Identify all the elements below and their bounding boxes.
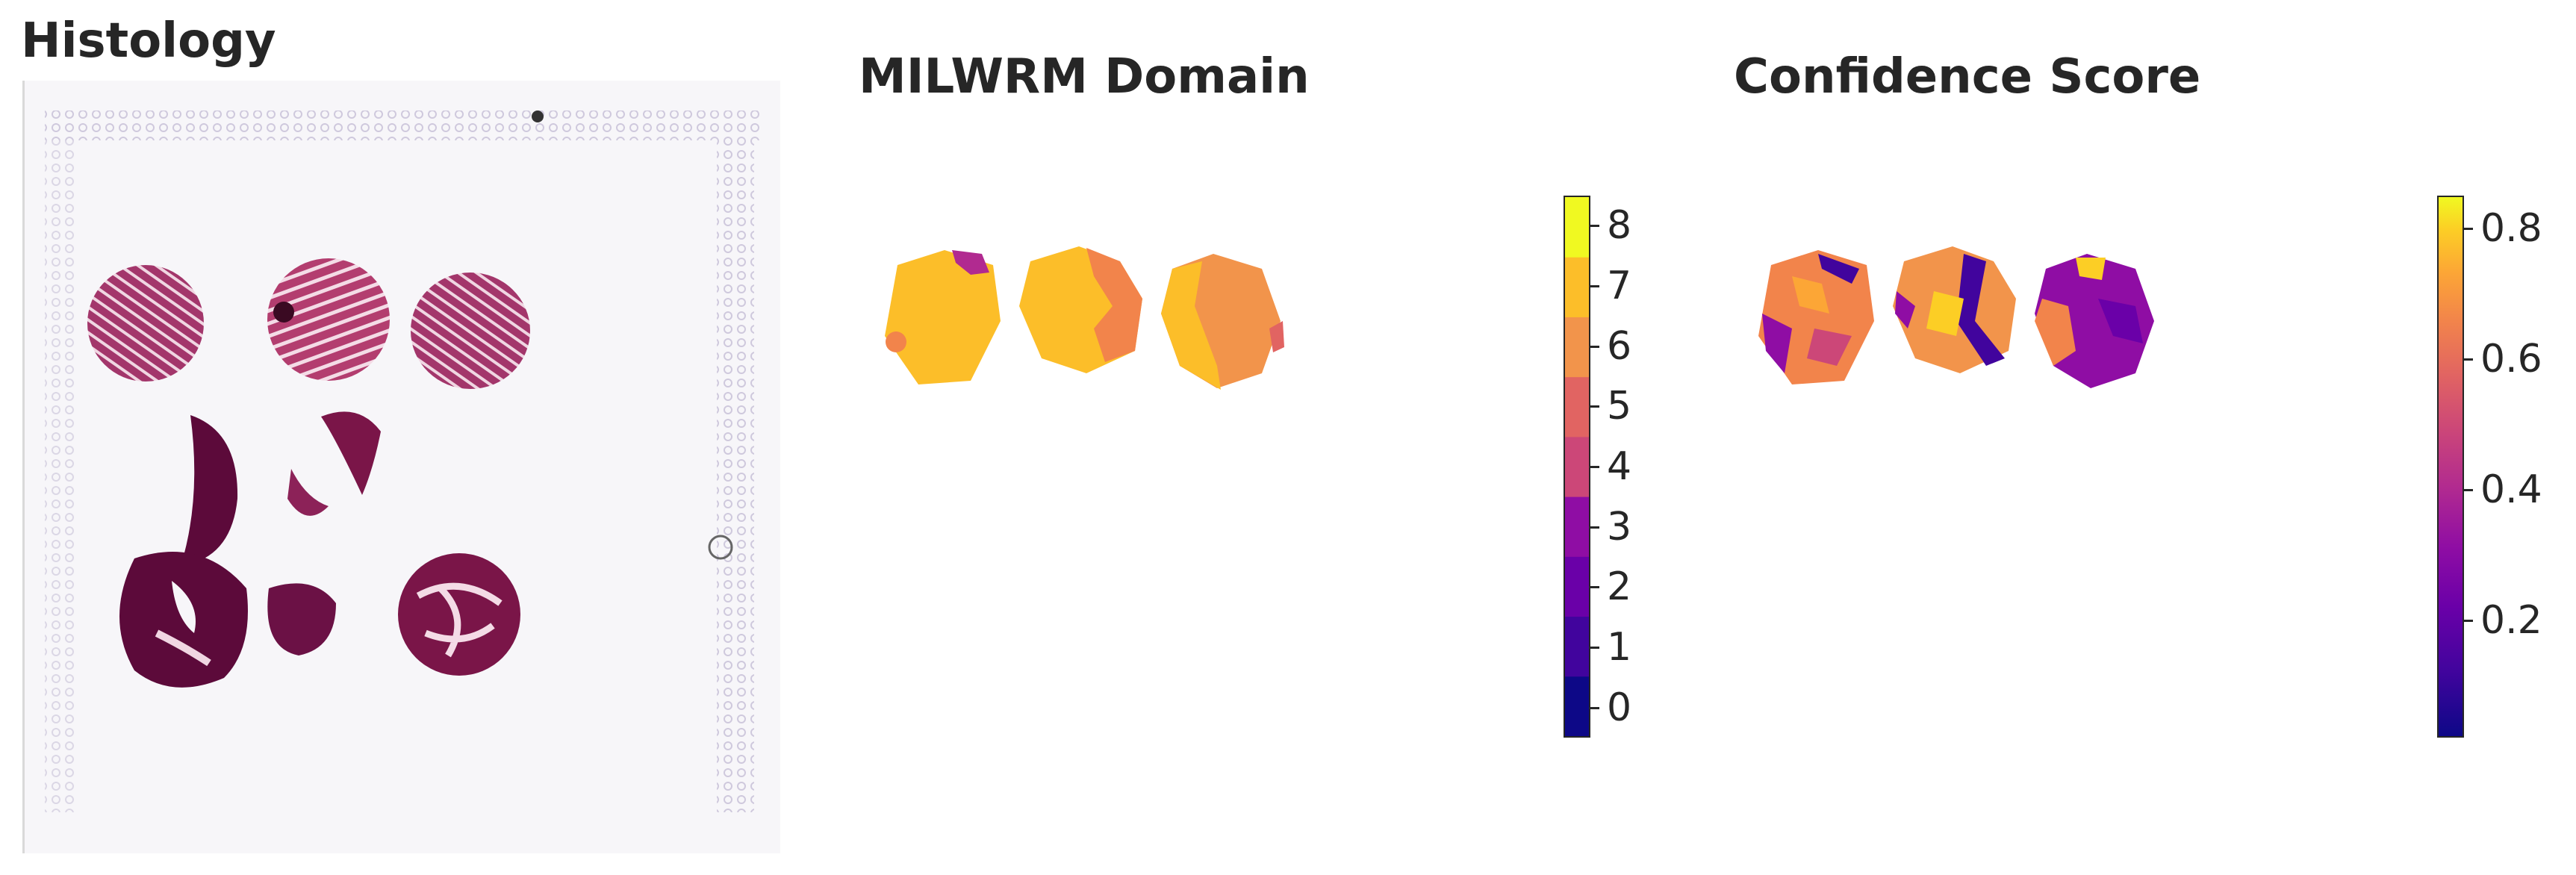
tissue-spots-2 [1893, 246, 2016, 373]
colorbar-tick-label: 0.2 [2480, 597, 2542, 643]
tissue-spots-1 [1758, 250, 1874, 384]
colorbar-tick-mark [1590, 405, 1599, 408]
colorbar-tick-label: 5 [1607, 384, 1632, 429]
confidence-score-spot-map [1758, 246, 2154, 388]
tissue-core [181, 415, 238, 566]
colorbar-tick-mark [1590, 466, 1599, 468]
colorbar-tick-label: 2 [1607, 564, 1632, 610]
colorbar-tick-label: 3 [1607, 504, 1632, 549]
tissue-core [87, 265, 204, 382]
colorbar-band-3 [1565, 496, 1589, 557]
colorbar-band-6 [1565, 317, 1589, 378]
colorbar-tick-mark [2464, 358, 2473, 361]
tissue-core [287, 411, 381, 516]
colorbar-tick-label: 1 [1607, 625, 1632, 670]
colorbar-tick-label: 8 [1607, 203, 1632, 249]
milwrm-domain-spot-map [885, 246, 1284, 390]
confidence-colorbar [2437, 196, 2464, 738]
colorbar-tick-label: 0.4 [2480, 467, 2542, 512]
tissue-core [119, 552, 248, 688]
colorbar-tick-label: 0.8 [2480, 205, 2542, 251]
colorbar-tick-mark [1590, 586, 1599, 589]
colorbar-tick-mark [1590, 225, 1599, 228]
colorbar-tick-mark [2464, 488, 2473, 491]
milwrm-domain-title: MILWRM Domain [859, 49, 1310, 105]
colorbar-band-1 [1565, 616, 1589, 677]
tissue-core [267, 258, 390, 381]
histology-title: Histology [21, 13, 276, 69]
colorbar-tick-label: 6 [1607, 323, 1632, 369]
colorbar-tick-mark [1590, 706, 1599, 709]
colorbar-band-0 [1565, 676, 1589, 737]
domain-colorbar [1564, 196, 1590, 738]
tissue-core [411, 273, 530, 389]
colorbar-tick-mark [1590, 647, 1599, 649]
colorbar-band-7 [1565, 257, 1589, 317]
tissue-spots-1 [885, 250, 1048, 384]
colorbar-tick-mark [2464, 619, 2473, 622]
colorbar-band-2 [1565, 556, 1589, 617]
colorbar-tick-mark [1590, 285, 1599, 287]
colorbar-band-5 [1565, 376, 1589, 437]
colorbar-band-4 [1565, 436, 1589, 497]
colorbar-tick-mark [2464, 227, 2473, 230]
tissue-core [398, 553, 520, 676]
tissue-spots-3 [2035, 254, 2154, 388]
colorbar-band-8 [1565, 197, 1589, 258]
histology-image [22, 81, 780, 853]
colorbar-tick-mark [1590, 526, 1599, 529]
confidence-score-title: Confidence Score [1734, 49, 2201, 105]
colorbar-tick-label: 0.6 [2480, 336, 2542, 382]
colorbar-tick-label: 7 [1607, 264, 1632, 308]
tissue-core [267, 583, 336, 656]
colorbar-tick-mark [1590, 345, 1599, 348]
colorbar-tick-label: 4 [1607, 444, 1632, 489]
tissue-spots-3 [1161, 254, 1284, 390]
colorbar-tick-label: 0 [1607, 685, 1632, 730]
tissue-spots-2 [1019, 246, 1142, 373]
